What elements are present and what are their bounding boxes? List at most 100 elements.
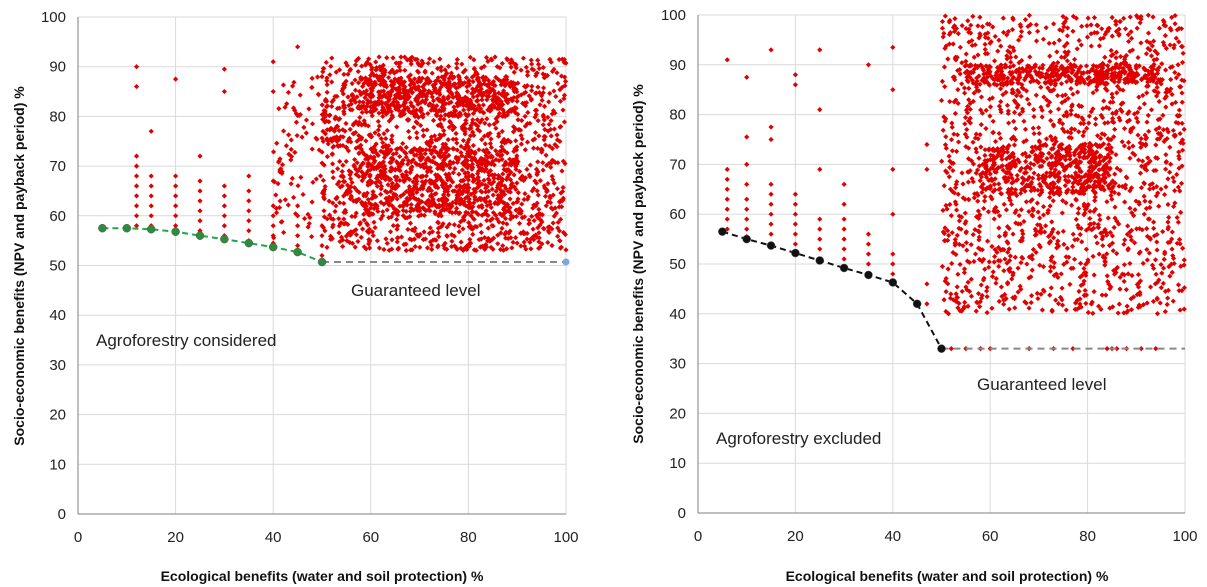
left-solution-point xyxy=(133,203,140,209)
right-solution-point xyxy=(1005,186,1012,193)
left-solution-point xyxy=(408,86,414,92)
left-solution-point xyxy=(538,217,544,223)
right-solution-point xyxy=(1071,56,1078,62)
left-solution-point xyxy=(467,236,473,243)
left-solution-point xyxy=(555,80,561,86)
left-solution-point xyxy=(462,131,468,137)
left-solution-point xyxy=(474,197,481,203)
right-solution-point xyxy=(1136,250,1142,256)
left-solution-point xyxy=(358,163,364,169)
right-solution-point xyxy=(978,144,984,150)
left-solution-point xyxy=(444,197,450,203)
left-solution-point xyxy=(408,205,414,211)
left-solution-point xyxy=(521,214,528,220)
right-solution-point xyxy=(1078,120,1084,127)
right-solution-point xyxy=(1016,212,1022,219)
left-solution-point xyxy=(478,65,485,71)
left-solution-point xyxy=(495,241,501,247)
left-solution-point xyxy=(441,157,447,163)
left-solution-point xyxy=(394,239,400,245)
left-solution-point xyxy=(505,81,511,87)
left-solution-point xyxy=(413,119,419,125)
left-solution-point xyxy=(322,183,328,190)
right-solution-point xyxy=(996,225,1002,231)
right-solution-point xyxy=(951,190,957,196)
left-solution-point xyxy=(377,92,383,98)
right-solution-point xyxy=(1007,69,1013,75)
left-solution-point xyxy=(535,57,541,63)
right-solution-point xyxy=(1055,238,1061,244)
left-solution-point xyxy=(385,175,391,181)
right-solution-point xyxy=(971,66,977,73)
right-solution-point xyxy=(947,295,954,301)
left-solution-point xyxy=(487,217,493,224)
left-solution-point xyxy=(341,111,347,117)
right-solution-point xyxy=(990,118,996,124)
left-solution-point xyxy=(388,147,394,153)
right-solution-point xyxy=(1052,77,1058,84)
right-solution-point xyxy=(1047,232,1054,238)
left-solution-point xyxy=(436,234,442,240)
left-solution-point xyxy=(361,151,368,158)
right-solution-point xyxy=(1096,161,1103,167)
right-solution-point xyxy=(1070,64,1076,70)
right-solution-point xyxy=(817,246,823,252)
left-solution-point xyxy=(450,136,456,142)
left-solution-point xyxy=(359,109,365,116)
left-solution-point xyxy=(405,96,411,102)
left-solution-point xyxy=(483,199,489,205)
right-solution-point xyxy=(1080,133,1086,139)
left-solution-point xyxy=(448,73,454,79)
right-solution-point xyxy=(940,34,946,40)
left-solution-point xyxy=(446,111,452,117)
right-solution-point xyxy=(983,125,989,132)
left-solution-point xyxy=(469,74,475,80)
right-solution-point xyxy=(1007,50,1013,56)
left-solution-point xyxy=(470,172,476,179)
right-solution-point xyxy=(1031,130,1037,137)
right-solution-point xyxy=(1093,163,1099,169)
left-solution-point xyxy=(437,121,444,127)
right-solution-point xyxy=(724,206,730,212)
right-solution-point xyxy=(1011,109,1018,115)
right-solution-point xyxy=(1111,267,1117,274)
left-solution-point xyxy=(395,146,401,152)
left-solution-point xyxy=(440,184,447,190)
right-solution-point xyxy=(1073,196,1079,202)
left-solution-point xyxy=(534,170,540,176)
right-solution-point xyxy=(1177,188,1183,194)
left-solution-point xyxy=(295,213,301,219)
left-solution-point xyxy=(362,120,368,126)
right-solution-point xyxy=(953,97,959,103)
left-solution-point xyxy=(408,201,414,208)
right-solution-point xyxy=(962,210,968,216)
left-solution-point xyxy=(394,196,400,202)
right-solution-point xyxy=(1008,59,1014,65)
right-solution-point xyxy=(724,186,730,192)
right-solution-point xyxy=(1107,181,1114,187)
left-solution-point xyxy=(389,246,395,252)
left-solution-point xyxy=(418,90,424,96)
right-solution-point xyxy=(957,71,963,77)
right-solution-point xyxy=(1005,110,1011,117)
right-solution-point xyxy=(1010,15,1016,21)
right-solution-point xyxy=(1150,219,1157,225)
left-solution-point xyxy=(460,100,466,106)
right-solution-point xyxy=(986,259,992,265)
left-solution-point xyxy=(389,237,395,243)
right-solution-point xyxy=(1154,311,1161,317)
right-solution-point xyxy=(1167,42,1173,48)
right-solution-point xyxy=(1114,90,1120,96)
left-solution-point xyxy=(547,90,553,96)
left-solution-point xyxy=(553,93,559,100)
right-solution-point xyxy=(976,237,982,243)
left-solution-point xyxy=(490,246,496,252)
left-solution-point xyxy=(425,110,431,117)
left-solution-point xyxy=(246,218,252,224)
right-solution-point xyxy=(1060,13,1066,20)
left-solution-point xyxy=(295,223,301,229)
right-solution-point xyxy=(1089,299,1095,305)
left-solution-point xyxy=(487,238,493,244)
left-solution-point xyxy=(456,80,462,87)
